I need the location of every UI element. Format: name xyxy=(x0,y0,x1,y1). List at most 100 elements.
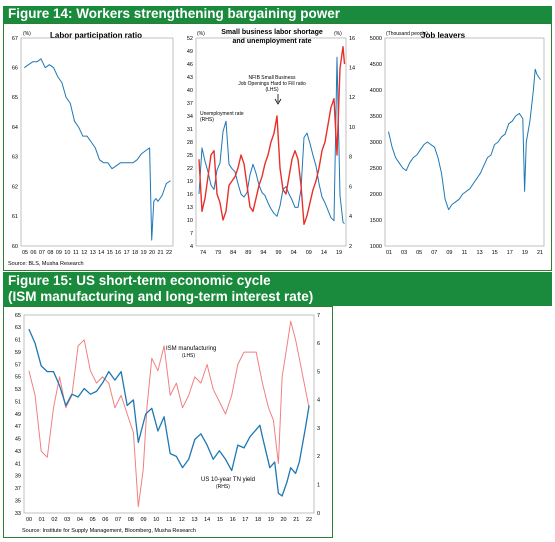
nfib-annotation-line2: Job Openings Hard to Fill ratio xyxy=(238,81,306,87)
labor-participation-x-tick-0: 05 xyxy=(22,250,28,256)
job-leavers-y-tick-0: 1000 xyxy=(370,244,382,250)
nfib-annotation-arrow xyxy=(274,94,282,105)
job-leavers-x-tick-6: 13 xyxy=(477,250,483,256)
ism-left-y-tick-8: 49 xyxy=(15,412,21,418)
small-business-left-y-tick-16: 52 xyxy=(187,36,193,42)
labor-participation-plot-area xyxy=(20,37,174,247)
small-business-right-y-axis: 2 4 6 8 10 12 14 16 xyxy=(349,36,355,250)
ism-annotation-line1: ISM manufacturing xyxy=(166,346,216,352)
ism-x-tick-17: 17 xyxy=(242,517,248,523)
job-leavers-x-tick-0: 01 xyxy=(386,250,392,256)
ism-left-y-tick-15: 63 xyxy=(15,325,21,331)
ism-yield-series xyxy=(28,320,310,508)
ism-x-tick-11: 11 xyxy=(166,517,172,523)
labor-participation-y-tick-3: 63 xyxy=(12,155,18,161)
small-business-left-y-tick-0: 4 xyxy=(190,244,193,250)
ism-right-y-tick-5: 5 xyxy=(317,369,320,375)
ism-x-tick-8: 08 xyxy=(128,517,134,523)
job-leavers-y-tick-2: 2000 xyxy=(370,192,382,198)
ism-left-y-tick-2: 37 xyxy=(15,486,21,492)
job-leavers-x-tick-4: 09 xyxy=(446,250,452,256)
labor-participation-x-tick-3: 08 xyxy=(47,250,53,256)
job-leavers-line xyxy=(388,68,541,211)
small-business-left-y-tick-11: 37 xyxy=(187,101,193,107)
job-leavers-plot-area xyxy=(384,37,545,247)
ism-x-tick-16: 16 xyxy=(230,517,236,523)
labor-participation-y-tick-6: 66 xyxy=(12,66,18,72)
labor-participation-y-tick-7: 67 xyxy=(12,36,18,42)
ism-x-tick-5: 05 xyxy=(90,517,96,523)
job-leavers-title: Job leavers xyxy=(421,31,466,40)
job-leavers-x-tick-1: 03 xyxy=(401,250,407,256)
ism-x-tick-9: 09 xyxy=(140,517,146,523)
small-business-x-tick-9: 19 xyxy=(336,250,342,256)
ism-left-y-tick-3: 39 xyxy=(15,474,21,480)
ism-x-tick-0: 00 xyxy=(26,517,32,523)
small-business-left-y-axis: 4 7 10 13 16 19 22 25 28 31 34 37 40 43 46 49 52 xyxy=(187,36,193,250)
small-business-left-y-tick-14: 46 xyxy=(187,62,193,68)
ism-left-y-tick-5: 43 xyxy=(15,449,21,455)
ism-x-tick-19: 19 xyxy=(268,517,274,523)
job-leavers-y-tick-5: 3500 xyxy=(370,114,382,120)
labor-participation-series xyxy=(24,58,171,241)
ism-x-tick-22: 22 xyxy=(306,517,312,523)
ism-left-y-tick-9: 51 xyxy=(15,399,21,405)
job-leavers-x-tick-9: 19 xyxy=(522,250,528,256)
small-business-right-y-tick-7: 16 xyxy=(349,36,355,42)
labor-participation-unit: (%) xyxy=(23,31,31,37)
small-business-left-y-tick-1: 7 xyxy=(190,231,193,237)
labor-participation-x-tick-12: 17 xyxy=(124,250,130,256)
small-business-left-y-tick-4: 16 xyxy=(187,192,193,198)
small-business-left-unit: (%) xyxy=(197,31,205,37)
ism-x-tick-6: 06 xyxy=(102,517,108,523)
small-business-title-line1: Small business labor shortage xyxy=(221,29,323,36)
labor-participation-line xyxy=(24,58,171,241)
small-business-left-y-tick-2: 10 xyxy=(187,218,193,224)
figure14-frame: Labor participation ratio (%) 60 61 62 63 64… xyxy=(3,23,552,271)
small-business-left-y-tick-3: 13 xyxy=(187,205,193,211)
labor-participation-x-tick-14: 19 xyxy=(141,250,147,256)
small-business-x-tick-5: 99 xyxy=(275,250,281,256)
ism-left-y-tick-7: 47 xyxy=(15,424,21,430)
small-business-left-y-tick-9: 31 xyxy=(187,127,193,133)
ism-x-tick-13: 13 xyxy=(191,517,197,523)
nfib-annotation-line1: NFIB Small Business xyxy=(249,75,296,81)
labor-participation-x-tick-2: 07 xyxy=(39,250,45,256)
small-business-left-y-tick-12: 40 xyxy=(187,88,193,94)
labor-participation-x-tick-16: 21 xyxy=(157,250,163,256)
labor-participation-y-tick-5: 65 xyxy=(12,95,18,101)
job-leavers-y-tick-6: 4000 xyxy=(370,88,382,94)
ism-right-y-tick-1: 1 xyxy=(317,483,320,489)
nfib-annotation-line3: (LHS) xyxy=(265,87,278,93)
ism-x-tick-12: 12 xyxy=(179,517,185,523)
ism-x-tick-20: 20 xyxy=(280,517,286,523)
ism-x-axis: 00 01 02 03 04 05 06 07 08 09 10 11 12 13 14 15 16 17 18 19… xyxy=(26,517,312,523)
small-business-x-tick-2: 84 xyxy=(230,250,236,256)
ism-right-y-tick-6: 6 xyxy=(317,341,320,347)
figure15-header: Figure 15: US short-term economic cycle … xyxy=(3,272,552,306)
ism-x-tick-18: 18 xyxy=(255,517,261,523)
job-leavers-y-tick-7: 4500 xyxy=(370,62,382,68)
small-business-x-tick-6: 04 xyxy=(291,250,297,256)
figure14-charts: Labor participation ratio (%) 6061626364… xyxy=(8,29,545,267)
small-business-x-tick-8: 14 xyxy=(321,250,327,256)
small-business-x-axis: 74 79 84 89 94 99 04 09 14 19 xyxy=(200,250,342,256)
labor-participation-y-axis: 60 61 62 63 64 65 66 67 xyxy=(12,36,18,250)
job-leavers-x-tick-3: 07 xyxy=(431,250,437,256)
ism-left-y-tick-10: 53 xyxy=(15,387,21,393)
nfib-hard-to-fill-line xyxy=(198,46,346,225)
figure14-source: Source: BLS, Musha Research xyxy=(8,261,84,267)
ism-right-y-tick-2: 2 xyxy=(317,454,320,460)
small-business-right-y-tick-3: 8 xyxy=(349,155,352,161)
us-10y-yield-line xyxy=(28,328,310,497)
job-leavers-unit: (Thousand people) xyxy=(386,31,428,37)
ism-left-y-tick-14: 61 xyxy=(15,338,21,344)
ism-left-y-axis: 33 35 37 39 41 43 45 47 49 51 53 55 57 59 61 63 65 xyxy=(15,313,21,517)
small-business-x-tick-3: 89 xyxy=(245,250,251,256)
figure14-header: Figure 14: Workers strengthening bargain… xyxy=(3,6,552,23)
small-business-chart: Small business labor shortage and unempl… xyxy=(187,29,355,256)
figure15-header-line2: (ISM manufacturing and long-term interes… xyxy=(8,289,314,304)
small-business-left-y-tick-7: 25 xyxy=(187,153,193,159)
ism-annotation-line2: (LHS) xyxy=(182,353,195,359)
